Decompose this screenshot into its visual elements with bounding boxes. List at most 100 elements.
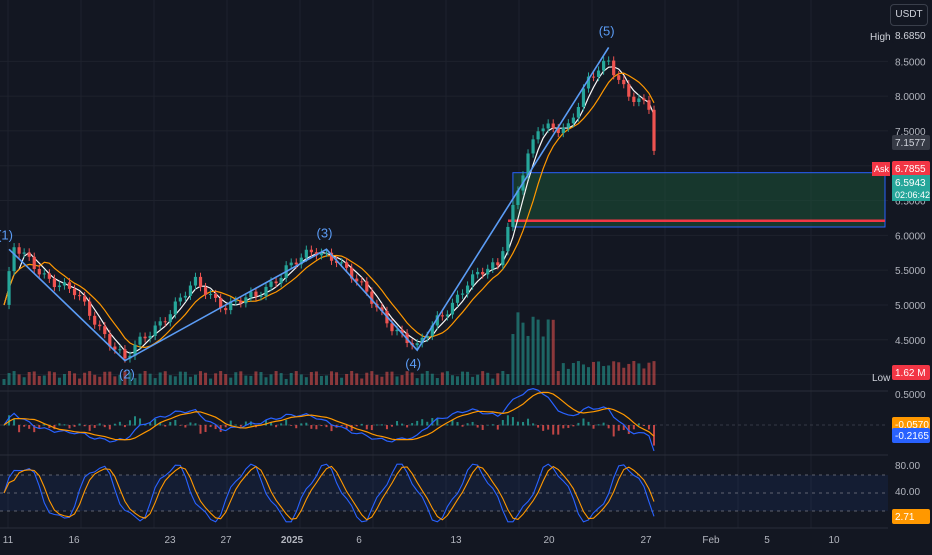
currency-button[interactable]: USDT [890, 4, 928, 26]
macd-histogram-bar [481, 425, 484, 430]
macd-histogram-bar [537, 425, 540, 428]
volume-bar [440, 372, 444, 385]
candle-body [511, 204, 515, 227]
time-tick-label: 2025 [281, 535, 304, 546]
macd-histogram-bar [345, 425, 348, 429]
volume-bar [214, 373, 218, 385]
volume-bar [390, 371, 394, 385]
ask-label: Ask [874, 164, 890, 174]
volume-bar [42, 375, 46, 385]
macd-histogram-bar [431, 417, 434, 426]
volume-bar [571, 362, 575, 385]
volume-bar [556, 371, 560, 385]
candle-body [390, 323, 394, 332]
macd-histogram-bar [73, 425, 76, 427]
macd-histogram-bar [390, 425, 393, 427]
volume-bar [481, 371, 485, 385]
volume-bar [516, 312, 520, 385]
volume-bar [375, 374, 379, 385]
high-value: 8.6850 [895, 31, 926, 42]
candle-body [244, 297, 248, 304]
axis-background [888, 0, 932, 550]
macd-histogram-bar [290, 425, 293, 426]
macd-histogram-bar [627, 425, 630, 434]
candle-body [37, 268, 41, 275]
grid-layer [0, 0, 888, 528]
macd-histogram-bar [577, 422, 580, 426]
macd-histogram-bar [239, 425, 242, 427]
candle-body [208, 294, 213, 296]
volume-bar [299, 374, 303, 385]
volume-bar [259, 372, 263, 385]
time-tick-label: 6 [356, 535, 362, 546]
macd-histogram-bar [642, 425, 645, 426]
macd-histogram-bar [637, 423, 640, 426]
candle-body [224, 308, 228, 311]
volume-bar [435, 378, 439, 385]
macd-histogram-bar [375, 424, 378, 426]
stoch-d-line [3, 465, 655, 521]
candle-body [370, 291, 374, 304]
macd-histogram-bar [370, 425, 373, 431]
elliott-wave-line [8, 46, 610, 362]
macd-histogram-bar [617, 425, 620, 431]
volume-bar [279, 373, 283, 385]
stoch-tick-label: 40.00 [895, 487, 920, 498]
volume-bar [88, 371, 92, 385]
candle-body [581, 88, 586, 108]
volume-bar [113, 376, 117, 385]
candle-body [652, 109, 656, 151]
macd-histogram-bar [416, 420, 419, 426]
candle-body [415, 343, 419, 346]
volume-bar [602, 366, 606, 385]
volume-bar [12, 371, 16, 385]
macd-histogram-bar [396, 421, 399, 426]
time-tick-label: Feb [702, 535, 720, 546]
volume-bar [52, 372, 56, 385]
volume-bar [551, 319, 555, 385]
macd-histogram-bar [13, 419, 16, 426]
macd-histogram-bar [597, 424, 600, 426]
candle-body [350, 267, 354, 279]
volume-bar [158, 372, 162, 385]
volume-bar [566, 368, 570, 385]
volume-bar [350, 371, 354, 385]
macd-histogram-bar [48, 425, 51, 428]
candle-body [57, 285, 62, 288]
macd-histogram-bar [33, 425, 36, 433]
last-price-bg [892, 175, 930, 201]
volume-bar [586, 367, 590, 385]
macd-histogram-bar [547, 425, 550, 430]
candle-body [88, 301, 92, 316]
macd-tick-label: 0.5000 [895, 390, 926, 401]
volume-bar [199, 371, 203, 385]
macd-signal-line [3, 391, 655, 441]
candle-body [440, 315, 444, 317]
volume-bar [486, 372, 490, 385]
macd-histogram-bar [632, 425, 635, 430]
candle-body [627, 84, 631, 97]
stoch-tag: 2.71 [895, 512, 915, 523]
macd-histogram-bar [471, 421, 474, 426]
macd-histogram-bar [426, 421, 429, 426]
volume-bar [229, 377, 233, 385]
candle-body [163, 321, 167, 323]
wave-label: (3) [317, 225, 333, 240]
volume-bar [445, 371, 449, 385]
candle-body [355, 278, 359, 282]
candle-body [12, 247, 16, 272]
time-tick-label: 27 [640, 535, 652, 546]
candle-body [612, 60, 616, 76]
volume-bar [304, 377, 308, 385]
candle-body [289, 262, 293, 266]
macd-histogram-bar [496, 425, 499, 430]
volume-bar [521, 322, 525, 385]
macd-histogram-bar [401, 423, 404, 426]
volume-bar [511, 334, 515, 385]
volume-bar [27, 371, 31, 385]
candle-body [334, 260, 339, 263]
candle-body [158, 321, 162, 326]
macd-histogram-bar [244, 421, 247, 426]
